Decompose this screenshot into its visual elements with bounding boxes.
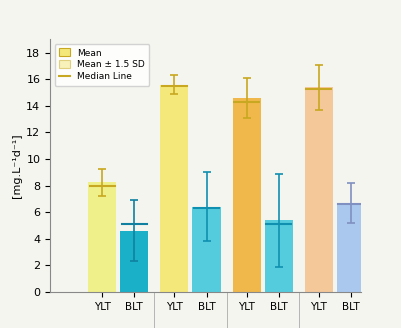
Bar <box>160 85 188 292</box>
Legend: Mean, Mean ± 1.5 SD, Median Line: Mean, Mean ± 1.5 SD, Median Line <box>55 44 150 86</box>
Bar <box>265 220 293 292</box>
Y-axis label: [mg.L⁻¹d⁻¹]: [mg.L⁻¹d⁻¹] <box>12 133 22 198</box>
Bar <box>337 203 365 292</box>
Bar <box>305 87 333 292</box>
Bar <box>88 182 116 292</box>
Bar <box>192 207 221 292</box>
Bar <box>233 98 261 292</box>
Bar <box>120 231 148 292</box>
